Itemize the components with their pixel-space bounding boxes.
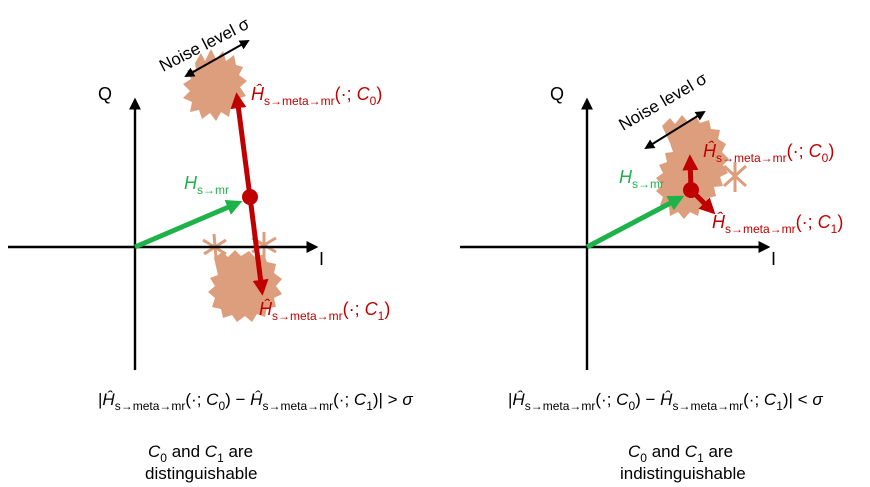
left-origin-dot xyxy=(242,189,258,205)
right-h-s-mr-arrow xyxy=(585,195,685,250)
right-equation: |Ĥs→meta→mr(·; C0) − Ĥs→meta→mr(·; C1)| … xyxy=(508,390,823,413)
left-noise-spikes xyxy=(202,232,277,259)
right-q-axis-label: Q xyxy=(550,84,564,104)
right-hat-c0-label: Ĥs→meta→mr(·; C0) xyxy=(703,141,834,165)
left-panel: Q I Noise level σ Hs→mr Ĥs→meta→mr(·; C0… xyxy=(8,14,413,483)
right-caption-line2: indistinguishable xyxy=(620,464,746,483)
left-equation: |Ĥs→meta→mr(·; C0) − Ĥs→meta→mr(·; C1)| … xyxy=(98,390,413,413)
right-origin-dot xyxy=(683,182,699,198)
left-hat-c1-arrow xyxy=(247,196,269,296)
right-i-axis-label: I xyxy=(771,249,776,269)
right-panel: Q I Noise level σ Hs→mr Ĥs→meta→mr(·; C0… xyxy=(460,69,843,483)
left-caption-line2: distinguishable xyxy=(145,464,257,483)
left-caption-line1: C0 and C1 are xyxy=(148,442,253,465)
right-hat-c1-label: Ĥs→meta→mr(·; C1) xyxy=(712,212,843,236)
right-h-s-mr-label: Hs→mr xyxy=(619,167,664,191)
left-hat-c1-label: Ĥs→meta→mr(·; C1) xyxy=(259,299,390,323)
left-h-s-mr-label: Hs→mr xyxy=(184,173,229,197)
left-i-axis-label: I xyxy=(319,249,324,269)
left-noise-level-arrow xyxy=(184,40,250,77)
right-caption-line1: C0 and C1 are xyxy=(628,442,733,465)
left-h-s-mr-arrow xyxy=(134,200,243,250)
left-hat-c0-arrow xyxy=(230,92,253,198)
right-noise-level-arrow xyxy=(644,110,706,150)
left-q-axis-label: Q xyxy=(98,84,112,104)
right-noise-spikes xyxy=(722,162,748,192)
left-hat-c0-label: Ĥs→meta→mr(·; C0) xyxy=(251,84,382,108)
